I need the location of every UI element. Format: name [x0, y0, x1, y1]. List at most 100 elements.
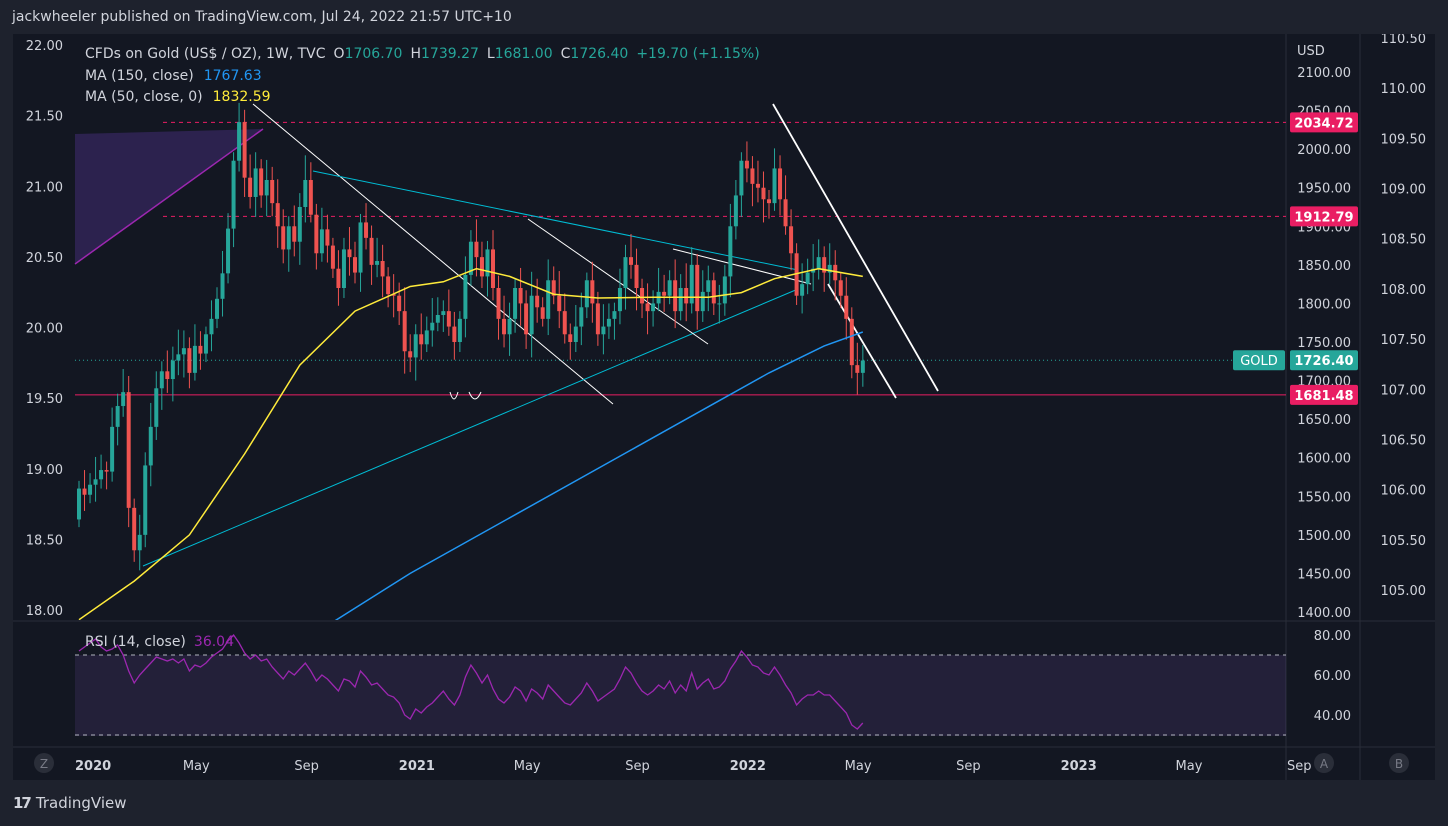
- price-level-tag-2: 1681.48: [1294, 389, 1353, 404]
- far-axis-tick: 105.00: [1381, 584, 1427, 599]
- candle-body: [479, 257, 484, 277]
- candle-body: [397, 295, 402, 312]
- candle-body: [154, 388, 159, 427]
- chart-frame[interactable]: CFDs on Gold (US$ / OZ), 1W, TVC O1706.70…: [13, 32, 1435, 780]
- candle-body: [772, 168, 777, 204]
- rsi-band-fill: [75, 655, 1286, 736]
- fib-line[interactable]: [74, 128, 264, 265]
- svg-text:RSI (14, close)36.04: RSI (14, close) 36.04: [85, 634, 234, 650]
- far-axis-tick: 106.50: [1381, 433, 1427, 448]
- time-axis-tick: May: [1176, 759, 1203, 774]
- candle-body: [248, 177, 253, 197]
- candle-body: [733, 195, 738, 227]
- price-level-tag-2-bg: [1290, 384, 1358, 405]
- ma150-value: 1767.63: [204, 68, 262, 84]
- trendline-channel-lower[interactable]: [827, 283, 897, 399]
- candle-body: [203, 334, 208, 354]
- svg-text:MA (50, close, 0)1832.59: MA (50, close, 0) 1832.59: [85, 89, 271, 105]
- candle-body: [778, 168, 783, 200]
- candle-body: [800, 284, 805, 296]
- rsi-line: [78, 633, 864, 730]
- far-right-axis[interactable]: 110.50 110.00 109.50 109.00 108.50 108.00 107.…: [1381, 32, 1427, 599]
- left-axis-tick: 19.50: [26, 392, 63, 407]
- candles-group[interactable]: [77, 102, 865, 571]
- b-button[interactable]: [1389, 753, 1409, 773]
- far-axis-tick: 105.50: [1381, 534, 1427, 549]
- candle-body: [104, 470, 109, 472]
- left-axis-tick: 21.50: [26, 110, 63, 125]
- candle-body: [844, 295, 849, 319]
- b-button-label: B: [1395, 757, 1403, 771]
- candle-body: [684, 288, 689, 304]
- rsi-axis-tick: 40.00: [1314, 709, 1351, 724]
- candle-body: [617, 288, 622, 312]
- candle-body: [413, 334, 418, 358]
- publisher-info: jackwheeler published on TradingView.com…: [12, 9, 512, 25]
- candle-body: [369, 237, 374, 265]
- candle-body: [93, 479, 98, 485]
- right-axis-tick: 1450.00: [1297, 567, 1351, 582]
- auto-scale-button[interactable]: [1314, 753, 1334, 773]
- candle-body: [700, 291, 705, 312]
- left-price-axis[interactable]: 22.00 21.50 21.00 20.50 20.00 19.50 19.00 18.50…: [26, 39, 63, 619]
- candle-body: [722, 276, 727, 304]
- far-axis-tick: 109.00: [1381, 183, 1427, 198]
- far-axis-tick: 108.00: [1381, 283, 1427, 298]
- rsi-axis-tick: 80.00: [1314, 629, 1351, 644]
- candle-body: [115, 406, 120, 427]
- zoom-button-label: Z: [40, 757, 48, 771]
- candle-body: [645, 303, 650, 312]
- chart-svg[interactable]: CFDs on Gold (US$ / OZ), 1W, TVC O1706.70…: [13, 32, 1435, 780]
- trendline-cyan-lower[interactable]: [142, 288, 799, 567]
- price-level-tag-1: 1912.79: [1294, 210, 1353, 225]
- time-axis-tick: May: [514, 759, 541, 774]
- candle-body: [452, 326, 457, 342]
- candle-body: [838, 280, 843, 296]
- trendline-white-3[interactable]: [672, 248, 812, 285]
- candle-body: [557, 295, 562, 312]
- candle-body: [651, 303, 656, 312]
- trendline-white-1[interactable]: [252, 103, 614, 405]
- candle-body: [573, 326, 578, 342]
- time-axis[interactable]: 2020 May Sep 2021 May Sep 2022 May Sep 2023 May Sep: [75, 759, 1312, 774]
- legend-change: +19.70 (+1.15%): [636, 46, 759, 62]
- usd-title: USD: [1297, 44, 1325, 59]
- candle-body: [678, 288, 683, 312]
- time-axis-tick: 2021: [399, 759, 435, 774]
- candle-body: [849, 318, 854, 366]
- candle-body: [744, 160, 749, 169]
- right-price-axis[interactable]: 2100.002050.002000.001950.001900.001850.…: [1297, 66, 1351, 621]
- candle-body: [579, 307, 584, 327]
- time-axis-tick: Sep: [1287, 759, 1312, 774]
- rsi-axis[interactable]: 80.00 60.00 40.00: [1314, 629, 1351, 724]
- candle-body: [209, 318, 214, 335]
- price-level-tag-0: 2034.72: [1294, 116, 1353, 131]
- trendline-cyan-upper[interactable]: [312, 170, 799, 271]
- left-axis-tick: 20.50: [26, 251, 63, 266]
- candle-body: [794, 253, 799, 296]
- tradingview-logo-icon: 17: [13, 794, 32, 812]
- candle-body: [717, 303, 722, 305]
- candle-body: [463, 274, 468, 319]
- trendline-channel-upper[interactable]: [772, 103, 939, 392]
- candle-body: [474, 241, 479, 258]
- left-axis[interactable]: [13, 34, 75, 780]
- candle-body: [568, 334, 573, 342]
- candle-body: [325, 229, 330, 246]
- candle-body: [126, 392, 131, 508]
- candle-body: [689, 264, 694, 304]
- far-axis-tick: 109.50: [1381, 132, 1427, 147]
- candle-body: [601, 326, 606, 335]
- candle-body: [546, 280, 551, 319]
- candle-body: [391, 294, 396, 296]
- candle-body: [424, 330, 429, 345]
- ma50-label: MA (50, close, 0): [85, 89, 203, 105]
- candle-body: [402, 311, 407, 352]
- candle-body: [270, 180, 275, 204]
- candle-body: [292, 226, 297, 242]
- zoom-button[interactable]: [34, 753, 54, 773]
- rsi-value: 36.04: [194, 634, 234, 650]
- right-axis-tick: 1550.00: [1297, 490, 1351, 505]
- candle-body: [132, 507, 137, 551]
- trendline-white-2[interactable]: [527, 218, 709, 345]
